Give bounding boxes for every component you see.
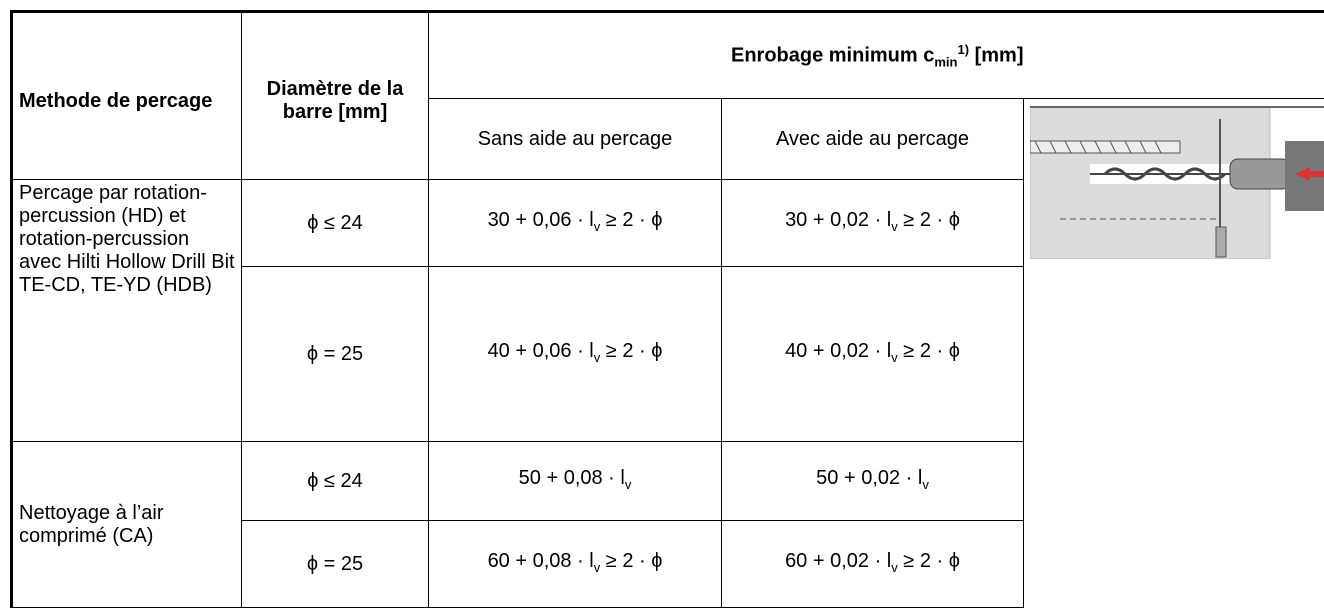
cover-sup: 1) — [957, 42, 969, 57]
method-cell: Percage par rotation-percussion (HD) et … — [12, 180, 242, 442]
header-without: Sans aide au percage — [429, 99, 722, 180]
formula-text: ≥ 2 · ϕ — [600, 550, 662, 572]
formula-text: 30 + 0,06 · l — [488, 209, 594, 231]
cover-text: Enrobage minimum c — [731, 44, 934, 66]
formula-text: 50 + 0,08 · l — [519, 467, 625, 489]
formula-text: 40 + 0,02 · l — [785, 340, 891, 362]
cover-unit: [mm] — [969, 44, 1023, 66]
with-cell: 40 + 0,02 · lv ≥ 2 · ϕ — [722, 267, 1024, 442]
diameter-cell: ϕ = 25 — [242, 521, 429, 608]
without-cell: 50 + 0,08 · lv — [429, 442, 722, 521]
formula-text: 40 + 0,06 · l — [488, 340, 594, 362]
diameter-cell: ϕ = 25 — [242, 267, 429, 442]
formula-text: ≥ 2 · ϕ — [600, 340, 662, 362]
with-cell: 50 + 0,02 · lv — [722, 442, 1024, 521]
with-cell: 60 + 0,02 · lv ≥ 2 · ϕ — [722, 521, 1024, 608]
header-cover: Enrobage minimum cmin1) [mm] — [429, 12, 1324, 99]
formula-text: 60 + 0,08 · l — [488, 550, 594, 572]
cover-sub: min — [934, 54, 957, 69]
without-cell: 40 + 0,06 · lv ≥ 2 · ϕ — [429, 267, 722, 442]
formula-text: ≥ 2 · ϕ — [898, 209, 960, 231]
formula-sub: v — [922, 477, 929, 492]
formula-text: 60 + 0,02 · l — [785, 550, 891, 572]
drill-illustration — [1030, 99, 1324, 259]
formula-text: 30 + 0,02 · l — [785, 209, 891, 231]
formula-text: ≥ 2 · ϕ — [600, 209, 662, 231]
header-diameter: Diamètre de la barre [mm] — [242, 12, 429, 180]
cover-table: Methode de percage Diamètre de la barre … — [10, 10, 1324, 608]
illustration-cell — [1024, 99, 1324, 608]
with-cell: 30 + 0,02 · lv ≥ 2 · ϕ — [722, 180, 1024, 267]
header-method: Methode de percage — [12, 12, 242, 180]
without-cell: 60 + 0,08 · lv ≥ 2 · ϕ — [429, 521, 722, 608]
diameter-cell: ϕ ≤ 24 — [242, 180, 429, 267]
header-with: Avec aide au percage — [722, 99, 1024, 180]
formula-text: 50 + 0,02 · l — [816, 467, 922, 489]
formula-text: ≥ 2 · ϕ — [898, 550, 960, 572]
diameter-cell: ϕ ≤ 24 — [242, 442, 429, 521]
method-cell: Nettoyage à l’air comprimé (CA) — [12, 442, 242, 608]
without-cell: 30 + 0,06 · lv ≥ 2 · ϕ — [429, 180, 722, 267]
formula-text: ≥ 2 · ϕ — [898, 340, 960, 362]
formula-sub: v — [625, 477, 632, 492]
